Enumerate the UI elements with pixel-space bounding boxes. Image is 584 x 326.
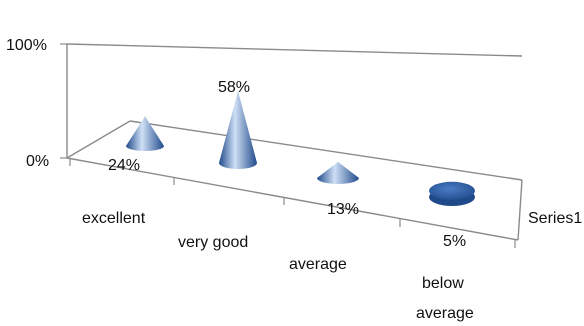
cone-very-good: [219, 91, 257, 169]
cone-excellent: [126, 116, 164, 151]
category-label-average-line: average: [416, 305, 474, 322]
legend-series1: Series1: [528, 210, 582, 227]
category-label-below-average: below average: [416, 275, 474, 322]
data-label-excellent: 24%: [108, 157, 140, 174]
chart-frame: [60, 43, 523, 248]
cone-top-below-average: [429, 181, 475, 200]
category-label-very-good: very good: [178, 234, 248, 251]
cone-average: [317, 161, 359, 184]
y-tick-label-100: 100%: [6, 37, 47, 54]
floor-right-edge: [517, 179, 523, 241]
cone-body-average: [317, 161, 359, 184]
cone-below-average: [429, 181, 475, 206]
cone-series: [126, 91, 475, 206]
data-label-very-good: 58%: [218, 79, 250, 96]
y-tick-label-0: 0%: [26, 153, 49, 170]
category-label-average: average: [289, 256, 347, 273]
cone-body-very-good: [219, 91, 257, 169]
cone-body-excellent: [126, 116, 164, 151]
data-label-below-average: 5%: [443, 233, 466, 250]
category-label-below: below: [422, 275, 464, 292]
category-label-excellent: excellent: [82, 210, 146, 227]
floor-front-edge: [66, 157, 519, 241]
back-wall-top-edge: [66, 43, 523, 57]
data-label-average: 13%: [327, 201, 359, 218]
floor-left-edge: [66, 120, 131, 159]
floor-back-edge: [129, 120, 523, 181]
